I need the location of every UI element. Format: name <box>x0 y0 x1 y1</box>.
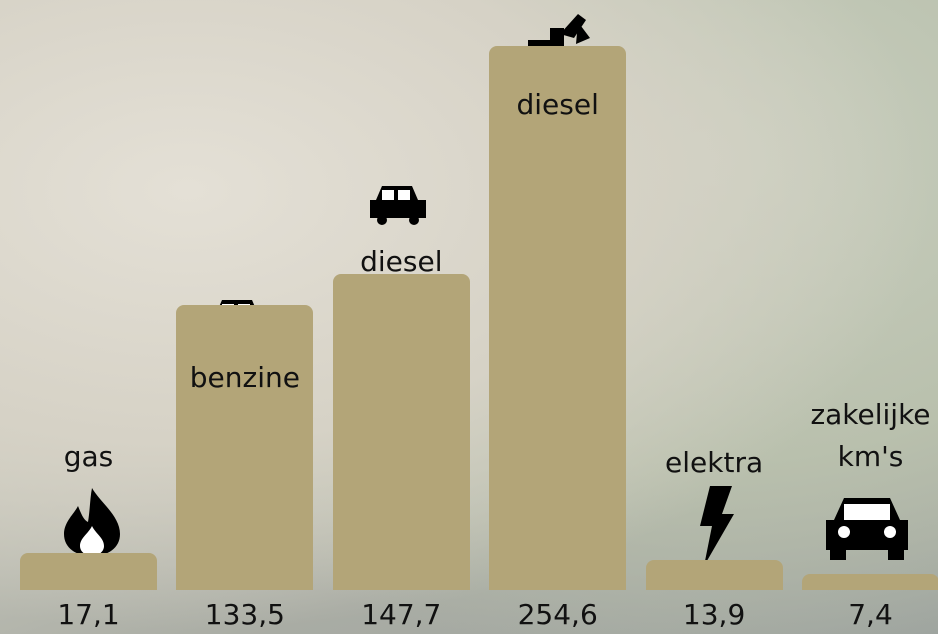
value-label: 13,9 <box>636 598 792 631</box>
value-label: 7,4 <box>793 598 938 631</box>
lightning-icon <box>696 486 736 566</box>
value-label: 254,6 <box>480 598 636 631</box>
category-label: zakelijke km's <box>793 394 938 478</box>
value-label: 17,1 <box>11 598 167 631</box>
bar <box>802 574 938 590</box>
category-label: benzine <box>167 357 323 399</box>
chart: gas 17,1 benzine 133,5 diesel 147,7 diesel 254,… <box>0 0 938 634</box>
category-label: diesel <box>323 241 479 283</box>
car-icon <box>368 182 430 226</box>
gas-icon <box>60 486 124 556</box>
car-icon <box>824 494 910 562</box>
value-label: 133,5 <box>167 598 323 631</box>
bar <box>20 553 157 590</box>
value-label: 147,7 <box>323 598 479 631</box>
bar <box>176 305 313 590</box>
bar <box>333 274 470 590</box>
category-label: diesel <box>480 84 636 126</box>
bar <box>646 560 783 590</box>
bar <box>489 46 626 590</box>
category-label: gas <box>11 436 167 478</box>
category-label: elektra <box>636 442 792 484</box>
